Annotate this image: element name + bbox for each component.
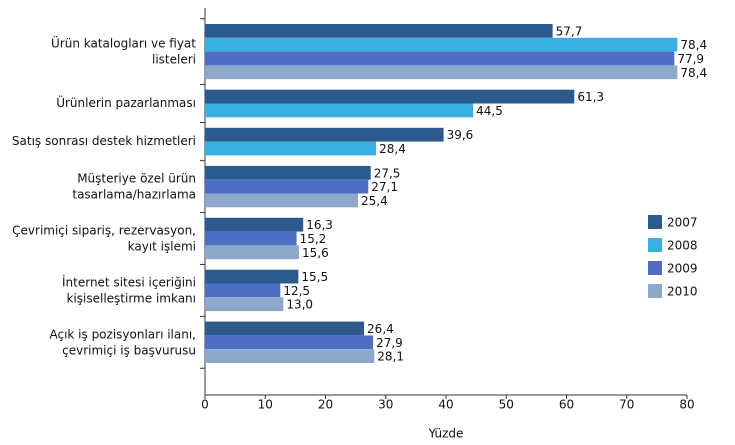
- category-label: Ürünlerin pazarlanması: [56, 94, 196, 110]
- value-label: 61,3: [577, 90, 604, 104]
- category-label: İnternet sitesi içeriğini kişiselleştirme…: [62, 274, 196, 305]
- value-label: 27,1: [371, 180, 398, 194]
- x-tick-label: 10: [258, 398, 273, 412]
- category-label: Ürün katalogları ve fiyat listeleri: [51, 34, 196, 66]
- bar: [205, 51, 675, 66]
- bar: [205, 165, 371, 180]
- value-label: 25,4: [361, 194, 388, 208]
- bar: [205, 65, 678, 80]
- x-tick-label: 30: [378, 398, 393, 412]
- bar: [205, 24, 553, 38]
- category-label: Çevrimiçi sipariş, rezervasyon, kayıt işl…: [12, 223, 196, 253]
- x-tick-label: 80: [679, 398, 694, 412]
- value-label: 39,6: [447, 128, 474, 142]
- value-label: 77,9: [677, 52, 704, 66]
- category-label: Müşteriye özel ürün tasarlama/hazırlama: [72, 171, 196, 201]
- bar: [205, 127, 444, 142]
- x-axis-label: Yüzde: [428, 427, 464, 441]
- legend-swatch: [648, 284, 662, 298]
- bar: [205, 231, 297, 246]
- value-label: 28,1: [377, 350, 404, 364]
- value-label: 78,4: [680, 66, 707, 80]
- x-tick-label: 70: [619, 398, 634, 412]
- value-label: 27,9: [376, 336, 403, 350]
- bar: [205, 103, 474, 118]
- legend-label: 2008: [667, 239, 698, 253]
- bar: [205, 179, 369, 194]
- bar: [205, 141, 377, 156]
- value-label: 13,0: [286, 298, 313, 312]
- legend-label: 2009: [667, 262, 698, 276]
- value-label: 16,3: [306, 218, 333, 232]
- x-tick-label: 60: [559, 398, 574, 412]
- legend-swatch: [648, 215, 662, 229]
- bar: [205, 269, 299, 284]
- bar: [205, 193, 359, 208]
- value-label: 15,5: [301, 270, 328, 284]
- bar: [205, 37, 678, 52]
- x-tick-label: 50: [499, 398, 514, 412]
- bar: [205, 297, 284, 312]
- value-label: 44,5: [476, 104, 503, 118]
- value-label: 57,7: [556, 24, 583, 38]
- legend-label: 2010: [667, 285, 698, 299]
- bar: [205, 283, 281, 298]
- x-tick-label: 20: [318, 398, 333, 412]
- bar: [205, 217, 304, 232]
- bar: [205, 89, 575, 104]
- category-label: Açık iş pozisyonları ilanı, çevrimiçi iş …: [49, 327, 196, 357]
- legend-label: 2007: [667, 216, 698, 230]
- legend-swatch: [648, 261, 662, 275]
- legend-swatch: [648, 238, 662, 252]
- x-tick-label: 40: [438, 398, 453, 412]
- value-label: 26,4: [367, 322, 394, 336]
- category-label: Satış sonrası destek hizmetleri: [12, 134, 196, 148]
- bar: [205, 335, 374, 350]
- value-label: 78,4: [680, 38, 707, 52]
- bar: [205, 349, 375, 363]
- value-label: 15,6: [302, 246, 329, 260]
- x-tick-label: 0: [201, 398, 209, 412]
- value-label: 28,4: [379, 142, 406, 156]
- value-label: 27,5: [374, 166, 401, 180]
- value-label: 12,5: [283, 284, 310, 298]
- bar: [205, 245, 299, 260]
- value-label: 15,2: [300, 232, 327, 246]
- bar: [205, 321, 365, 336]
